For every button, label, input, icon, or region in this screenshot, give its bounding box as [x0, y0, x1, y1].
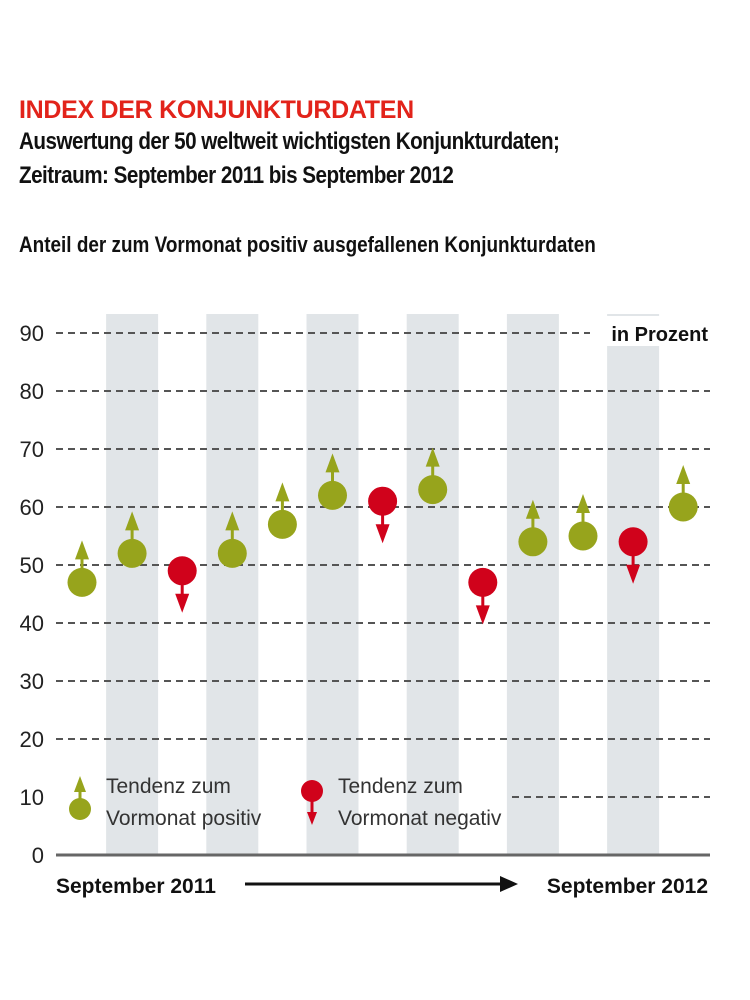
data-point-marker [167, 556, 197, 586]
arrow-up-icon [576, 494, 590, 513]
y-tick-label: 20 [20, 727, 44, 752]
data-point-marker [668, 492, 698, 522]
data-point-positive [217, 511, 247, 568]
y-tick-label: 90 [20, 321, 44, 346]
y-tick-label: 40 [20, 611, 44, 636]
x-label-start: September 2011 [56, 875, 216, 898]
data-point-positive [117, 511, 147, 568]
chart-subtitle-line1: Auswertung der 50 weltweit wichtigsten K… [19, 128, 560, 155]
arrow-up-icon [225, 511, 240, 531]
data-point-marker [468, 567, 498, 597]
arrow-up-icon [275, 482, 290, 502]
data-point-negative [368, 486, 398, 544]
legend-negative-line2: Vormonat negativ [338, 807, 502, 830]
y-tick-label: 50 [20, 553, 44, 578]
arrow-up-icon [325, 453, 340, 473]
column-band [607, 314, 660, 855]
legend-positive-line2: Vormonat positiv [106, 807, 262, 830]
column-band [506, 314, 559, 855]
y-tick-label: 10 [20, 785, 44, 810]
data-point-positive [318, 453, 347, 510]
legend-negative-marker [301, 780, 323, 825]
data-point-positive [267, 482, 297, 539]
y-tick-label: 60 [20, 495, 44, 520]
legend-positive-marker [69, 776, 91, 820]
data-point-marker [368, 486, 398, 516]
arrow-down-icon [375, 524, 390, 544]
arrow-up-icon [75, 540, 89, 560]
data-point-marker [618, 527, 648, 557]
data-point-marker [418, 475, 448, 505]
unit-label: in Prozent [611, 324, 708, 346]
y-tick-label: 30 [20, 669, 44, 694]
data-point-positive [418, 447, 448, 505]
column-band [106, 314, 159, 855]
column-band [206, 314, 259, 855]
time-arrow [245, 876, 518, 892]
data-point-marker [568, 521, 598, 551]
data-point-marker [217, 538, 247, 568]
arrow-down-icon [175, 593, 190, 613]
arrow-down-icon [626, 564, 641, 584]
legend-negative-line1: Tendenz zum [338, 775, 463, 798]
legend-positive-line1: Tendenz zum [106, 775, 231, 798]
data-point-negative [468, 567, 498, 625]
data-point-marker [518, 527, 548, 557]
data-point-marker [67, 567, 97, 597]
data-point-negative [618, 527, 648, 584]
data-point-positive [67, 540, 97, 597]
data-point-positive [518, 499, 548, 557]
arrow-up-icon [525, 499, 540, 519]
y-tick-label: 80 [20, 379, 44, 404]
arrow-up-icon [676, 465, 691, 484]
y-tick-label: 0 [32, 843, 44, 868]
data-point-positive [668, 465, 698, 522]
column-band [306, 314, 359, 855]
data-point-marker [117, 538, 147, 568]
arrow-up-icon [425, 447, 440, 467]
chart-subtitle-line2: Zeitraum: September 2011 bis September 2… [19, 162, 454, 189]
data-point-marker [318, 480, 347, 510]
chart-description: Anteil der zum Vormonat positiv ausgefal… [19, 232, 596, 257]
data-point-marker [267, 509, 297, 539]
y-tick-label: 70 [20, 437, 44, 462]
arrow-up-icon [125, 511, 140, 531]
data-point-positive [568, 494, 598, 551]
arrow-down-icon [475, 605, 490, 625]
chart-title: INDEX DER KONJUNKTURDATEN [19, 96, 414, 124]
data-point-negative [167, 556, 197, 613]
x-label-end: September 2012 [547, 875, 708, 898]
column-band [406, 314, 459, 855]
